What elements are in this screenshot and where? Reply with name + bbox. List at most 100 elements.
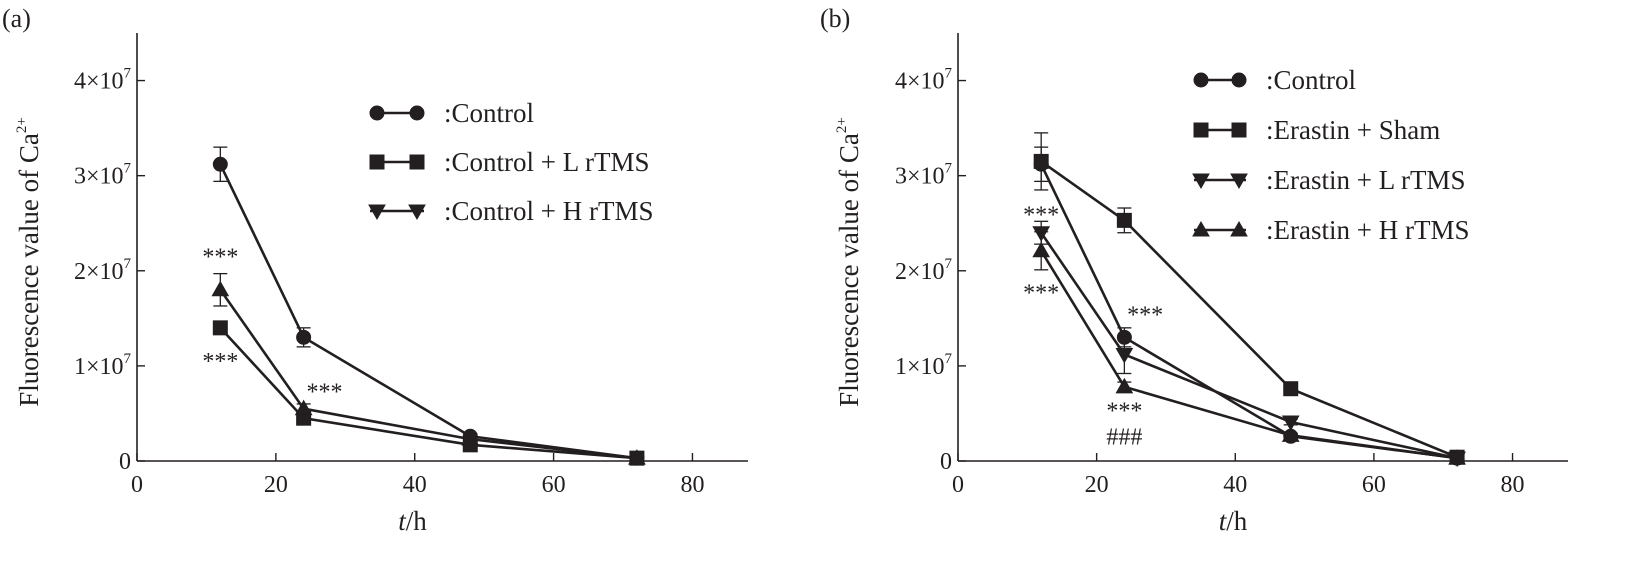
significance-annotation: *** <box>306 380 342 406</box>
x-axis-variable: t <box>1219 506 1228 536</box>
y-axis-title: Fluorescence value of Ca2+ <box>14 117 44 407</box>
y-tick-label: 4×107 <box>895 66 953 95</box>
data-point <box>1115 347 1134 364</box>
y-tick-exponent: 7 <box>124 66 132 82</box>
significance-annotation: *** <box>1023 203 1059 229</box>
y-axis-title-superscript: 2+ <box>834 117 850 133</box>
series-line <box>219 289 638 460</box>
y-tick-exponent: 7 <box>945 66 953 82</box>
legend-marker <box>1193 72 1209 88</box>
panel-label: (a) <box>2 4 31 33</box>
y-tick-exponent: 7 <box>124 351 132 367</box>
series-line <box>1040 160 1458 459</box>
y-tick-exponent: 7 <box>945 351 953 367</box>
data-point <box>1283 381 1299 397</box>
x-axis-variable: t <box>398 506 407 536</box>
series-1 <box>212 320 645 466</box>
y-tick-label: 3×107 <box>74 161 132 190</box>
data-point <box>1281 415 1300 432</box>
significance-annotation: *** <box>1106 399 1142 425</box>
legend-entry: :Control + H rTMS <box>368 196 654 226</box>
series-3 <box>1032 231 1466 465</box>
legend-marker <box>1192 173 1210 190</box>
significance-annotation: *** <box>1023 281 1059 307</box>
y-tick-label: 2×107 <box>74 256 132 285</box>
y-tick-mantissa: 3×10 <box>74 164 124 190</box>
y-tick-exponent: 7 <box>945 256 953 272</box>
legend-marker <box>369 105 385 121</box>
series-line <box>219 326 638 460</box>
series-2 <box>211 272 646 465</box>
legend-marker <box>1193 122 1209 138</box>
legend-marker <box>408 204 426 221</box>
legend-marker <box>409 105 425 121</box>
significance-annotation: *** <box>202 349 238 375</box>
data-point <box>296 329 312 345</box>
y-tick-mantissa: 2×10 <box>74 259 124 285</box>
legend-marker <box>1230 173 1248 190</box>
y-tick-mantissa: 0 <box>119 449 131 475</box>
legend-label: :Erastin + Sham <box>1266 115 1440 145</box>
legend-entry: :Control <box>369 98 534 128</box>
x-tick-label: 80 <box>680 472 704 498</box>
x-tick-label: 60 <box>1362 472 1386 498</box>
y-axis-title: Fluorescence value of Ca2+ <box>834 117 864 407</box>
legend-label: :Erastin + L rTMS <box>1266 165 1465 195</box>
data-point <box>212 320 228 336</box>
significance-annotation: *** <box>1127 303 1163 329</box>
legend-entry: :Erastin + H rTMS <box>1192 215 1469 245</box>
x-tick-label: 0 <box>131 472 143 498</box>
legend-label: :Erastin + H rTMS <box>1266 215 1469 245</box>
legend-marker <box>1231 122 1247 138</box>
series-line <box>1040 250 1458 460</box>
significance-annotation: *** <box>202 245 238 271</box>
y-tick-exponent: 7 <box>945 161 953 177</box>
legend-label: :Control <box>1266 65 1356 95</box>
legend-marker <box>1230 220 1248 237</box>
legend-entry: :Erastin + L rTMS <box>1192 165 1465 195</box>
y-tick-mantissa: 1×10 <box>74 354 124 380</box>
x-tick-label: 40 <box>403 472 427 498</box>
y-tick-exponent: 7 <box>124 256 132 272</box>
data-point <box>461 430 480 446</box>
x-axis-unit: /h <box>1226 506 1248 536</box>
x-axis-title: t/h <box>398 506 427 536</box>
x-tick-label: 20 <box>1085 472 1109 498</box>
x-tick-label: 80 <box>1501 472 1525 498</box>
data-point <box>212 156 228 172</box>
legend-entry: :Control <box>1193 65 1356 95</box>
legend-marker <box>369 154 385 170</box>
y-tick-mantissa: 4×10 <box>74 69 124 95</box>
legend-marker <box>1192 220 1210 237</box>
legend-label: :Control <box>444 98 534 128</box>
x-axis-unit: /h <box>406 506 428 536</box>
x-tick-label: 60 <box>542 472 566 498</box>
y-tick-mantissa: 4×10 <box>895 69 945 95</box>
series-line <box>219 163 638 460</box>
y-tick-mantissa: 2×10 <box>895 259 945 285</box>
x-tick-label: 20 <box>264 472 288 498</box>
y-tick-label: 2×107 <box>895 256 953 285</box>
series-line <box>1040 163 1458 460</box>
panel-label: (b) <box>820 4 850 33</box>
legend-marker <box>1231 72 1247 88</box>
legend-marker <box>368 204 386 221</box>
series-line <box>1040 231 1458 460</box>
y-tick-label: 1×107 <box>895 351 953 380</box>
legend-label: :Control + L rTMS <box>444 147 649 177</box>
legend-entry: :Control + L rTMS <box>369 147 649 177</box>
data-point <box>1448 449 1466 465</box>
y-axis-title-superscript: 2+ <box>14 117 30 133</box>
y-tick-label: 3×107 <box>895 161 953 190</box>
y-tick-exponent: 7 <box>124 161 132 177</box>
y-tick-mantissa: 1×10 <box>895 354 945 380</box>
series-0 <box>212 146 645 466</box>
chart-panel-b: (b)0 20 40 60 8001×1072×1073×1074×107t/hFluo… <box>820 4 1568 536</box>
data-point <box>1116 212 1132 228</box>
data-point <box>1032 241 1051 258</box>
x-tick-label: 40 <box>1223 472 1247 498</box>
y-axis-title-main: Fluorescence value of Ca <box>14 133 44 407</box>
legend-label: :Control + H rTMS <box>444 196 654 226</box>
data-point <box>1115 377 1134 394</box>
